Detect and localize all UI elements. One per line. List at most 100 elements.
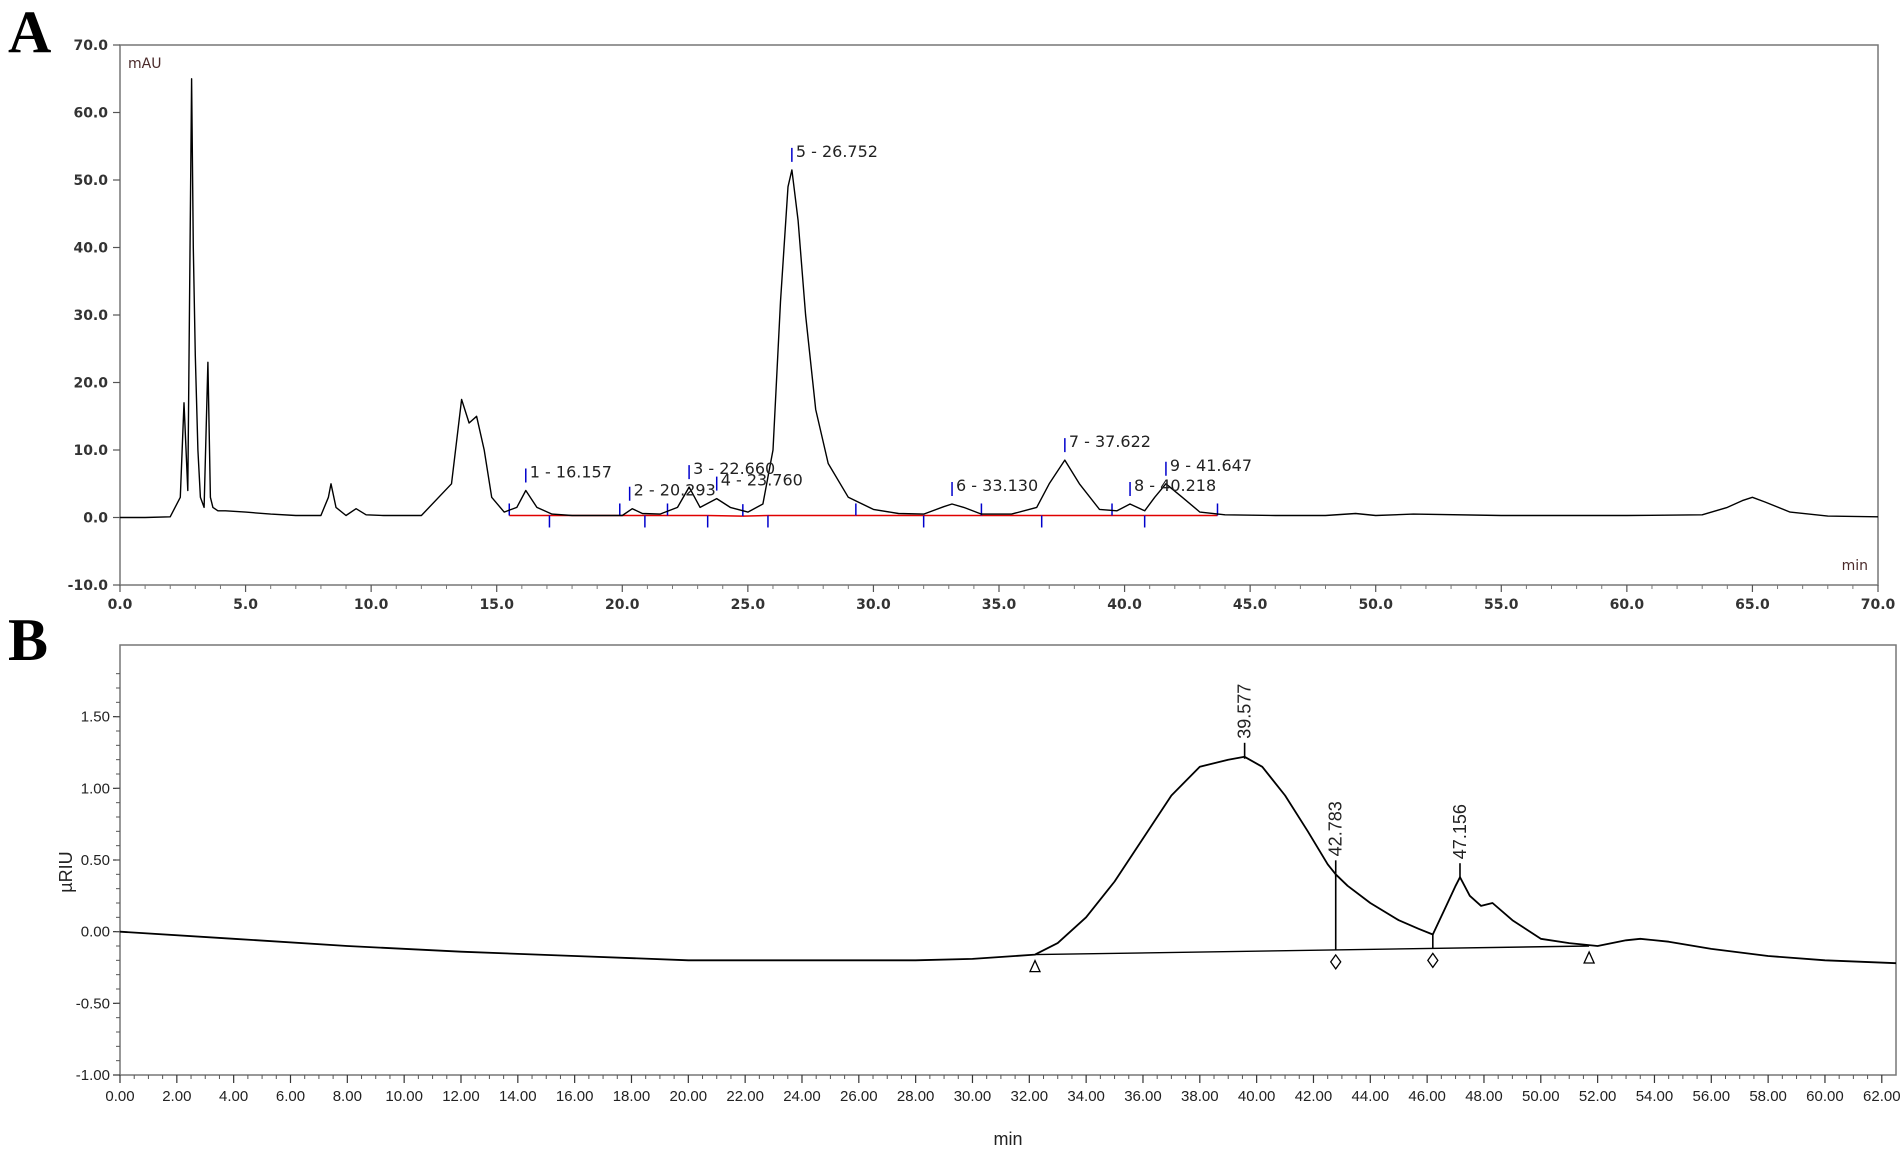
chart-b-axes: 0.00 2.00 4.00 6.00 8.00 10.00 12.00 14.00 16.00… <box>76 673 1901 1105</box>
chart-a-y-tick-label: 70.0 <box>73 38 108 54</box>
chart-a-x-tick-label: 55.0 <box>1484 597 1519 613</box>
chart-b-x-tick-label: 22.00 <box>726 1088 764 1105</box>
chart-a-peak-label: 1 - 16.157 <box>530 463 612 482</box>
chart-b-triangle-marker <box>1028 959 1042 973</box>
chart-b-x-tick-label: 56.00 <box>1693 1088 1731 1105</box>
chart-b-plot-area <box>119 644 1897 1076</box>
chart-a-x-tick-label: 60.0 <box>1610 597 1645 613</box>
chart-a-integration-baseline <box>508 503 1219 528</box>
chart-b-x-tick-label: 48.00 <box>1465 1088 1503 1105</box>
chart-b-ylabel: µRIU <box>56 851 76 892</box>
chart-b-peak-label: 39.577 <box>1235 684 1255 739</box>
chart-a-baseline-segment <box>742 514 768 517</box>
chart-b-peak-label: 42.783 <box>1326 801 1346 856</box>
chart-b-x-tick-label: 6.00 <box>276 1088 305 1105</box>
chart-b-x-tick-label: 2.00 <box>162 1088 191 1105</box>
chart-a-y-tick-label: 60.0 <box>73 106 108 122</box>
chart-a-x-tick-label: 70.0 <box>1861 597 1896 613</box>
chart-a-y-tick-label: 0.0 <box>83 511 108 527</box>
chart-a-peak-label: 9 - 41.647 <box>1170 456 1252 475</box>
chart-a-signal-line <box>120 78 1879 519</box>
chart-a: A mAU min 0.0 5.0 10.0 15.0 20.0 25.0 30.0 35.0… <box>8 0 1896 613</box>
chart-b-x-tick-label: 40.00 <box>1238 1088 1276 1105</box>
chart-b-peak-labels: 39.577 42.783 47.156 <box>1235 684 1470 880</box>
chart-b-x-tick-label: 4.00 <box>219 1088 248 1105</box>
chart-a-peak-label: 5 - 26.752 <box>796 142 878 161</box>
chart-a-axes: 0.0 5.0 10.0 15.0 20.0 25.0 30.0 35.0 40.0 45.0 50… <box>68 38 1896 613</box>
chart-a-plot-area <box>119 44 1879 586</box>
chart-b-signal-line <box>119 755 1897 965</box>
chart-a-x-tick-label: 20.0 <box>605 597 640 613</box>
chart-b-diamond-marker <box>1427 952 1439 969</box>
chart-b-x-tick-label: 24.00 <box>783 1088 821 1105</box>
chart-b-xlabel: min <box>993 1129 1022 1149</box>
chart-b-x-tick-label: 14.00 <box>499 1088 537 1105</box>
chart-b-x-tick-label: 58.00 <box>1749 1088 1787 1105</box>
chart-a-signal <box>120 78 1879 519</box>
chart-a-x-tick-label: 40.0 <box>1107 597 1142 613</box>
chart-b-x-tick-label: 26.00 <box>840 1088 878 1105</box>
chart-a-y-tick-label: 50.0 <box>73 173 108 189</box>
chart-b: B µRIU min 0.00 2.00 4.00 6.00 8.00 10.00 12.0… <box>8 607 1901 1149</box>
chart-b-y-tick-label: 0.00 <box>81 924 110 941</box>
chart-b-x-tick-label: 16.00 <box>556 1088 594 1105</box>
chart-b-x-tick-label: 60.00 <box>1806 1088 1844 1105</box>
chart-a-y-tick-label: -10.0 <box>68 578 109 594</box>
chart-b-triangle-marker <box>1583 950 1596 964</box>
panel-label-b: B <box>8 607 48 673</box>
chart-a-xlabel: min <box>1842 558 1868 574</box>
chart-b-y-tick-label: 1.00 <box>81 780 110 797</box>
chart-a-y-tick-label: 40.0 <box>73 241 108 257</box>
chart-b-x-tick-label: 42.00 <box>1295 1088 1333 1105</box>
chart-a-x-tick-label: 50.0 <box>1358 597 1393 613</box>
chart-a-peak-label: 4 - 23.760 <box>721 471 803 490</box>
chart-b-x-tick-label: 62.00 <box>1863 1088 1901 1105</box>
chart-a-x-tick-label: 65.0 <box>1735 597 1770 613</box>
chart-b-x-tick-label: 44.00 <box>1352 1088 1390 1105</box>
chart-b-y-tick-label: -0.50 <box>76 995 110 1012</box>
chart-b-x-tick-label: 50.00 <box>1522 1088 1560 1105</box>
chart-b-x-tick-label: 52.00 <box>1579 1088 1617 1105</box>
chart-a-x-tick-label: 5.0 <box>233 597 258 613</box>
chart-b-y-tick-label: 0.50 <box>81 852 110 869</box>
chart-b-x-tick-label: 46.00 <box>1408 1088 1446 1105</box>
chart-b-x-tick-label: 28.00 <box>897 1088 935 1105</box>
chart-a-baseline-segment <box>707 514 743 517</box>
chart-b-baseline <box>1028 874 1596 973</box>
chart-a-x-tick-label: 35.0 <box>982 597 1017 613</box>
chart-b-x-tick-label: 20.00 <box>670 1088 708 1105</box>
chart-b-x-tick-label: 36.00 <box>1124 1088 1162 1105</box>
chart-a-peak-label: 2 - 20.293 <box>634 481 716 500</box>
chart-b-x-tick-label: 54.00 <box>1636 1088 1674 1105</box>
chart-a-x-tick-label: 30.0 <box>856 597 891 613</box>
panel-label-a: A <box>8 0 51 65</box>
chart-a-peak-label: 6 - 33.130 <box>956 476 1038 495</box>
chart-b-y-tick-label: 1.50 <box>81 709 110 726</box>
chart-b-x-tick-label: 12.00 <box>442 1088 480 1105</box>
chart-a-y-tick-label: 10.0 <box>73 443 108 459</box>
chart-b-x-tick-label: 0.00 <box>105 1088 134 1105</box>
chart-a-peak-label: 3 - 22.660 <box>693 459 775 478</box>
chart-a-x-tick-label: 25.0 <box>731 597 766 613</box>
chart-a-y-tick-label: 20.0 <box>73 376 108 392</box>
chart-a-peak-label: 8 - 40.218 <box>1134 476 1216 495</box>
chart-b-x-tick-label: 10.00 <box>385 1088 423 1105</box>
chart-b-peak-label: 47.156 <box>1450 804 1470 859</box>
chart-b-x-tick-label: 32.00 <box>1011 1088 1049 1105</box>
chart-a-x-tick-label: 10.0 <box>354 597 389 613</box>
chart-a-peak-label: 7 - 37.622 <box>1069 432 1151 451</box>
chart-b-signal <box>119 755 1897 965</box>
chart-b-y-tick-label: -1.00 <box>76 1067 110 1084</box>
chart-b-diamond-marker <box>1329 953 1342 971</box>
chart-a-x-tick-label: 0.0 <box>108 597 133 613</box>
chart-b-x-tick-label: 8.00 <box>333 1088 362 1105</box>
chart-a-x-tick-label: 45.0 <box>1233 597 1268 613</box>
chart-a-ylabel: mAU <box>128 56 161 72</box>
chart-b-baseline-line <box>1034 945 1590 956</box>
chart-a-x-tick-label: 15.0 <box>479 597 514 613</box>
chart-b-x-tick-label: 18.00 <box>613 1088 651 1105</box>
chart-b-x-tick-label: 38.00 <box>1181 1088 1219 1105</box>
chart-b-x-tick-label: 30.00 <box>954 1088 992 1105</box>
